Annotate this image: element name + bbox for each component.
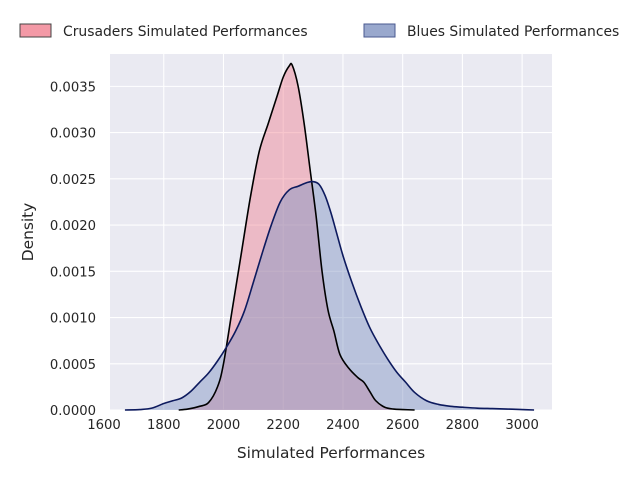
- y-tick-labels: 0.0000 0.0005 0.0010 0.0015 0.0020 0.0025 0.00…: [50, 80, 96, 419]
- y-tick-label: 0.0010: [50, 312, 96, 327]
- x-tick-label: 1800: [147, 418, 181, 433]
- legend-swatch-0: [19, 23, 52, 38]
- y-axis-label: Density: [19, 203, 37, 262]
- legend-label-0: Crusaders Simulated Performances: [63, 24, 308, 40]
- x-tick-label: 2600: [386, 418, 420, 433]
- y-tick-label: 0.0005: [50, 358, 96, 373]
- x-tick-label: 2200: [266, 418, 300, 433]
- y-tick-label: 0.0035: [50, 80, 96, 95]
- y-tick-label: 0.0025: [50, 173, 96, 188]
- y-tick-label: 0.0020: [50, 219, 96, 234]
- legend: Crusaders Simulated Performances Blues Si…: [19, 23, 619, 40]
- series-line-1: [124, 180, 535, 411]
- legend-swatch-1: [363, 23, 396, 38]
- plot-background: [110, 54, 552, 410]
- x-tick-label: 3000: [505, 418, 539, 433]
- y-tick-label: 0.0030: [50, 127, 96, 142]
- x-tick-label: 2400: [326, 418, 360, 433]
- x-axis-label: Simulated Performances: [237, 444, 425, 462]
- series-area-1: [124, 181, 535, 410]
- series-line-0: [178, 62, 415, 411]
- legend-label-1: Blues Simulated Performances: [407, 24, 619, 40]
- y-tick-label: 0.0015: [50, 265, 96, 280]
- x-tick-label: 2800: [446, 418, 480, 433]
- y-tick-label: 0.0000: [50, 404, 96, 419]
- x-tick-label: 2000: [207, 418, 241, 433]
- x-tick-labels: 1600 1800 2000 2200 2400 2600 2800 3000: [87, 418, 539, 433]
- x-tick-label: 1600: [87, 418, 121, 433]
- series-area-0: [178, 63, 415, 410]
- density-areas: [124, 62, 535, 411]
